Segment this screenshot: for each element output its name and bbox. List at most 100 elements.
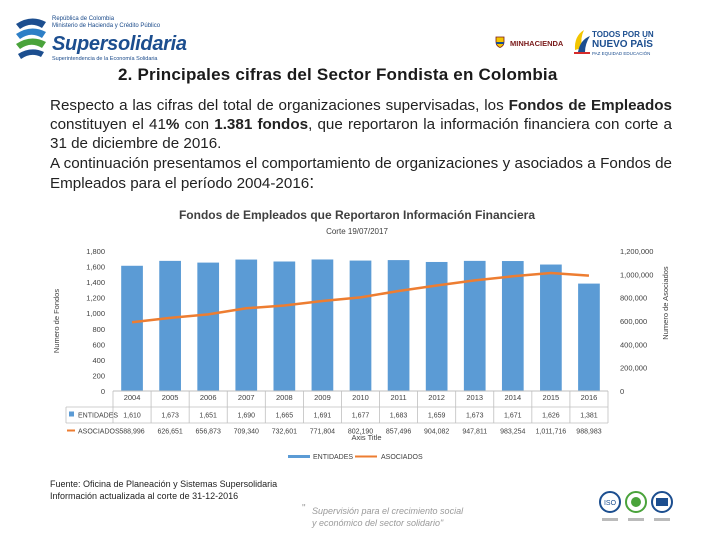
- todos-line-3: PAZ EQUIDAD EDUCACIÓN: [592, 51, 651, 56]
- x-tick-label: 2008: [276, 393, 293, 402]
- y-left-tick-label: 1,200: [86, 294, 105, 303]
- bar-entidades-2015: [540, 264, 562, 391]
- para-text: A continuación presentamos el comportami…: [50, 154, 672, 192]
- y-right-tick-label: 800,000: [620, 294, 647, 303]
- page-title: 2. Principales cifras del Sector Fondist…: [118, 65, 558, 84]
- y-left-tick-label: 1,000: [86, 309, 105, 318]
- table-cell-value: 904,082: [424, 429, 449, 436]
- x-tick-label: 2005: [162, 393, 179, 402]
- combo-chart: 0 200 400 600 800 1,000 1,200 1,400 1,600 1,800 0 2…: [52, 247, 670, 461]
- para-text: Respecto a las cifras del total de organ…: [50, 97, 509, 114]
- table-row-label: ENTIDADES: [78, 413, 118, 420]
- para-text: constituyen el 41: [50, 116, 166, 134]
- bar-entidades-2014: [501, 261, 524, 391]
- x-tick-label: 2007: [238, 393, 255, 402]
- table-cell-value: 588,996: [119, 429, 144, 436]
- ministry-line-1: República de Colombia: [52, 16, 115, 22]
- table-cell-value: 1,626: [542, 413, 560, 420]
- bar-entidades-2006: [197, 262, 220, 391]
- y-left-axis-title: Numero de Fondos: [52, 289, 61, 353]
- para-text: :: [309, 171, 315, 192]
- y-right-tick-label: 600,000: [620, 317, 647, 326]
- para-highlight: Fondos de Empleados: [508, 97, 672, 114]
- legend-label-entidades: ENTIDADES: [313, 454, 353, 461]
- y-left-tick-label: 200: [92, 371, 105, 380]
- table-cell-value: 1,671: [504, 413, 522, 420]
- chart-title: Fondos de Empleados que Reportaron Infor…: [178, 208, 536, 222]
- source-line: Fuente: Oficina de Planeación y Sistemas…: [50, 479, 278, 489]
- svg-text:ISO: ISO: [604, 500, 617, 507]
- table-legend-key-entidades: [69, 411, 74, 417]
- table-cell-value: 626,651: [157, 429, 182, 436]
- bar-entidades-2016: [578, 283, 600, 391]
- bar-entidades-2013: [463, 260, 486, 391]
- table-cell-value: 802,190: [348, 429, 373, 436]
- y-left-tick-label: 0: [101, 387, 105, 396]
- minhacienda-logo: MINHACIENDA: [510, 39, 564, 48]
- brand-name: Supersolidaria: [52, 33, 187, 55]
- x-tick-label: 2013: [466, 393, 483, 402]
- table-cell-value: 1,673: [466, 413, 484, 420]
- para-text: con: [179, 116, 215, 134]
- y-left-tick-label: 800: [92, 325, 105, 334]
- y-left-tick-label: 1,400: [86, 278, 105, 287]
- y-right-tick-label: 200,000: [620, 364, 647, 373]
- y-right-tick-label: 0: [620, 387, 624, 396]
- bar-entidades-2008: [273, 261, 296, 391]
- table-cell-value: 1,690: [238, 413, 256, 420]
- source-date-line: Información actualizada al corte de 31-1…: [50, 491, 239, 501]
- x-tick-label: 2014: [504, 393, 521, 402]
- legend-label-asociados: ASOCIADOS: [381, 454, 423, 461]
- y-right-tick-label: 1,000,000: [620, 270, 653, 279]
- y-left-tick-label: 1,800: [86, 247, 105, 256]
- x-tick-label: 2009: [314, 393, 331, 402]
- x-tick-label: 2012: [428, 393, 445, 402]
- table-cell-value: 1,677: [352, 413, 370, 420]
- para-highlight: 1.381 fondos: [214, 116, 309, 134]
- bar-entidades-2012: [425, 261, 448, 391]
- x-tick-label: 2015: [543, 393, 560, 402]
- y-left-tick-label: 600: [92, 340, 105, 349]
- bar-entidades-2004: [121, 265, 143, 391]
- table-cell-value: 1,651: [199, 413, 217, 420]
- table-row-label: ASOCIADOS: [78, 429, 120, 436]
- brand-tagline: Superintendencia de la Economía Solidari…: [52, 56, 158, 62]
- table-cell-value: 771,804: [310, 429, 335, 436]
- coat-of-arms-icon: [495, 36, 505, 48]
- x-tick-label: 2010: [352, 393, 369, 402]
- x-tick-label: 2016: [581, 393, 598, 402]
- bar-entidades-2011: [387, 260, 410, 391]
- x-axis-title: Axis Title: [351, 433, 381, 442]
- y-right-axis-title: Numero de Asociados: [661, 266, 670, 340]
- table-cell-value: 1,673: [161, 413, 179, 420]
- x-tick-label: 2006: [200, 393, 217, 402]
- x-tick-label: 2004: [124, 393, 141, 402]
- slogan-line-2: y económico del sector solidario": [312, 518, 444, 528]
- table-cell-value: 1,691: [314, 413, 332, 420]
- table-cell-value: 988,983: [576, 429, 601, 436]
- y-left-tick-label: 400: [92, 356, 105, 365]
- y-left-tick-label: 1,600: [86, 263, 105, 272]
- todos-line-2: NUEVO PAÍS: [592, 39, 653, 50]
- intro-paragraph: Respecto a las cifras del total de organ…: [50, 96, 672, 193]
- table-cell-value: 983,254: [500, 429, 525, 436]
- bar-entidades-2010: [349, 260, 372, 391]
- bar-entidades-2009: [311, 259, 334, 391]
- table-cell-value: 947,811: [462, 429, 487, 436]
- line-asociados: [131, 271, 590, 324]
- bar-entidades-2007: [235, 259, 258, 391]
- y-right-tick-label: 400,000: [620, 340, 647, 349]
- x-tick-label: 2011: [391, 393, 407, 402]
- para-highlight: %: [165, 116, 180, 134]
- table-cell-value: 1,381: [580, 413, 598, 420]
- table-cell-value: 1,610: [123, 413, 141, 420]
- table-cell-value: 1,011,716: [536, 429, 567, 436]
- table-cell-value: 857,496: [386, 429, 411, 436]
- para-text: , que reportaron la información financie…: [50, 116, 672, 153]
- legend-key-entidades: [288, 455, 310, 458]
- ministry-line-2: Ministerio de Hacienda y Crédito Público: [52, 23, 161, 29]
- table-cell-value: 656,873: [196, 429, 221, 436]
- table-cell-value: 1,659: [428, 413, 446, 420]
- certification-badges-icon: ISO: [599, 491, 673, 521]
- bar-entidades-2005: [159, 260, 181, 391]
